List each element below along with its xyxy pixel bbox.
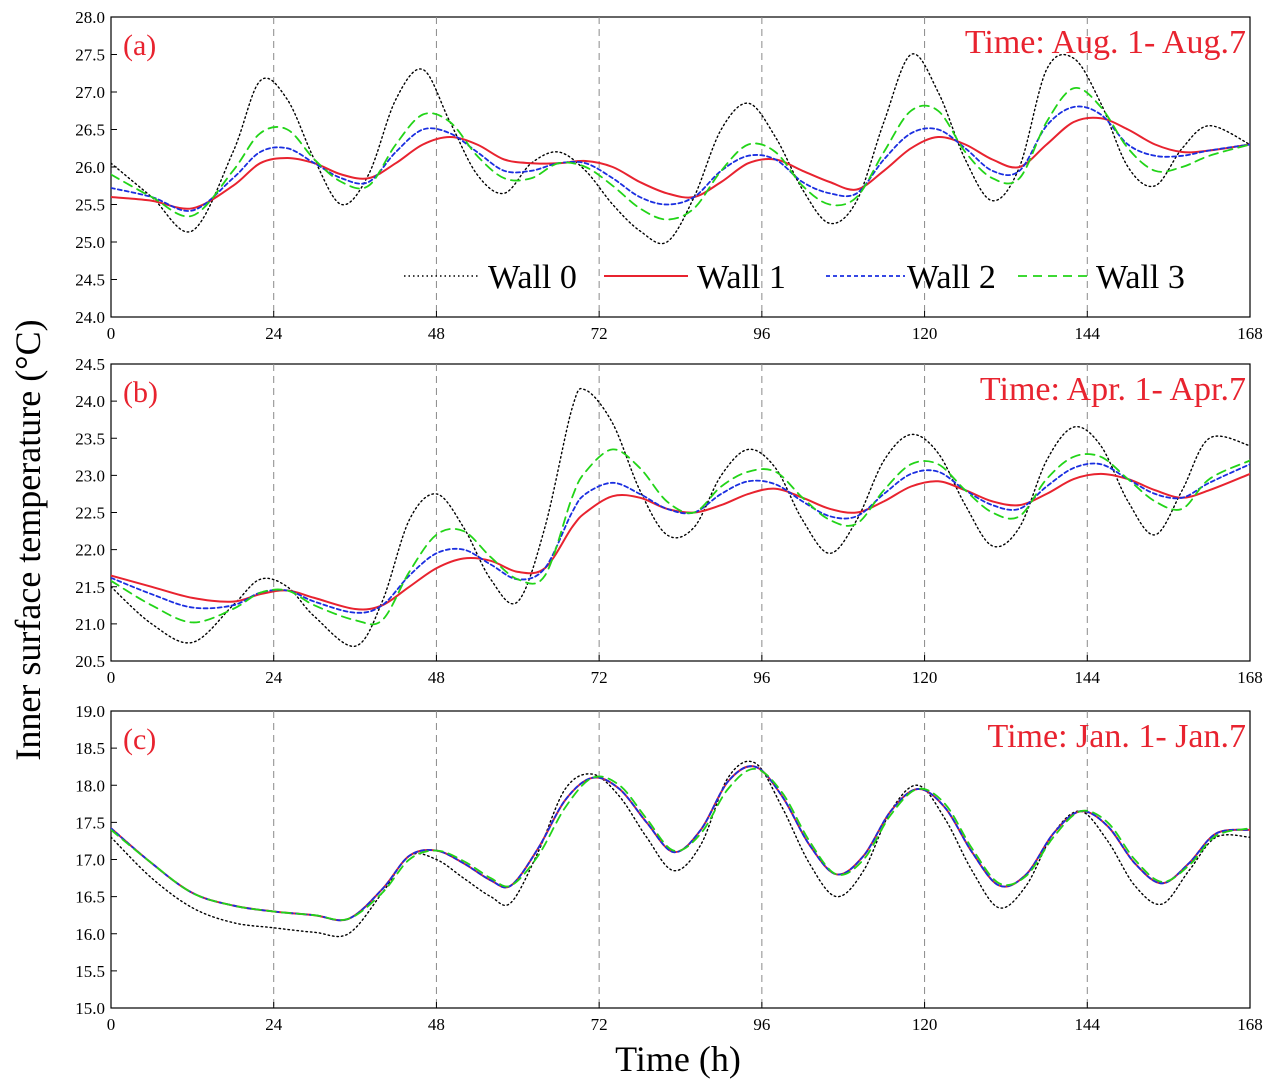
x-tick-label: 96 bbox=[753, 668, 770, 687]
panel-title: Time: Apr. 1- Apr.7 bbox=[980, 371, 1246, 408]
y-tick-label: 24.5 bbox=[75, 355, 105, 374]
panel-tag: (b) bbox=[123, 376, 158, 409]
x-tick-label: 0 bbox=[107, 668, 116, 687]
x-tick-label: 24 bbox=[265, 1015, 283, 1034]
series-line-wall-0 bbox=[111, 760, 1250, 938]
y-tick-label: 20.5 bbox=[75, 652, 105, 671]
y-tick-label: 26.0 bbox=[75, 158, 105, 177]
y-tick-label: 15.5 bbox=[75, 962, 105, 981]
panel-title: Time: Aug. 1- Aug.7 bbox=[965, 24, 1246, 61]
x-tick-label: 48 bbox=[428, 668, 445, 687]
x-tick-label: 144 bbox=[1075, 668, 1101, 687]
y-tick-label: 16.5 bbox=[75, 888, 105, 907]
panel-1: 0 24 48 72 96 120 144 168 24.0 24.5 25.0 25.5 26.0 26… bbox=[75, 8, 1263, 343]
plot-frame bbox=[110, 16, 1251, 318]
y-tick-label: 17.5 bbox=[75, 813, 105, 832]
y-tick-label: 23.5 bbox=[75, 429, 105, 448]
x-tick-label: 0 bbox=[107, 1015, 116, 1034]
y-tick-label: 25.5 bbox=[75, 196, 105, 215]
x-tick-label: 120 bbox=[912, 668, 938, 687]
y-tick-label: 24.5 bbox=[75, 271, 105, 290]
series-line-wall-2 bbox=[111, 105, 1250, 212]
x-tick-label: 96 bbox=[753, 324, 770, 343]
x-tick-label: 72 bbox=[591, 1015, 608, 1034]
y-tick-label: 16.0 bbox=[75, 925, 105, 944]
y-tick-label: 27.5 bbox=[75, 46, 105, 65]
x-tick-label: 168 bbox=[1237, 1015, 1263, 1034]
series-line-wall-3 bbox=[111, 448, 1250, 626]
x-tick-label: 120 bbox=[912, 324, 938, 343]
y-tick-label: 19.0 bbox=[75, 702, 105, 721]
x-tick-label: 48 bbox=[428, 1015, 445, 1034]
x-tick-label: 24 bbox=[265, 668, 283, 687]
panel-2: 0 24 48 72 96 120 144 168 20.5 21.0 21.5 22.0 22.5 23… bbox=[75, 355, 1263, 687]
x-tick-label: 168 bbox=[1237, 324, 1263, 343]
y-tick-label: 27.0 bbox=[75, 83, 105, 102]
y-tick-label: 24.0 bbox=[75, 308, 105, 327]
series-line-wall-0 bbox=[111, 53, 1250, 245]
plot-frame bbox=[110, 710, 1251, 1009]
x-tick-label: 0 bbox=[107, 324, 116, 343]
legend-label: Wall 3 bbox=[1096, 259, 1185, 296]
y-tick-label: 22.5 bbox=[75, 504, 105, 523]
x-tick-label: 144 bbox=[1075, 1015, 1101, 1034]
legend-label: Wall 0 bbox=[488, 259, 577, 296]
y-tick-label: 22.0 bbox=[75, 541, 105, 560]
y-tick-label: 23.0 bbox=[75, 466, 105, 485]
panel-title: Time: Jan. 1- Jan.7 bbox=[988, 718, 1246, 755]
panel-tag: (c) bbox=[123, 723, 156, 756]
y-tick-label: 21.5 bbox=[75, 578, 105, 597]
x-tick-label: 168 bbox=[1237, 668, 1263, 687]
y-tick-label: 18.0 bbox=[75, 776, 105, 795]
series-line-wall-1 bbox=[111, 116, 1250, 210]
x-tick-label: 96 bbox=[753, 1015, 770, 1034]
x-tick-label: 48 bbox=[428, 324, 445, 343]
y-axis-title: Inner surface temperature (°C) bbox=[8, 319, 48, 760]
panels: 0 24 48 72 96 120 144 168 24.0 24.5 25.0 25.5 26.0 26… bbox=[75, 8, 1263, 1034]
series-line-wall-1 bbox=[111, 765, 1250, 922]
y-tick-label: 26.5 bbox=[75, 121, 105, 140]
x-tick-label: 24 bbox=[265, 324, 283, 343]
series-line-wall-2 bbox=[111, 765, 1250, 922]
legend-label: Wall 1 bbox=[697, 259, 786, 296]
panel-tag: (a) bbox=[123, 29, 156, 62]
x-tick-label: 72 bbox=[591, 668, 608, 687]
y-tick-label: 15.0 bbox=[75, 999, 105, 1018]
x-axis-title: Time (h) bbox=[615, 1039, 741, 1079]
y-tick-label: 21.0 bbox=[75, 615, 105, 634]
y-tick-label: 25.0 bbox=[75, 233, 105, 252]
y-tick-label: 28.0 bbox=[75, 8, 105, 27]
x-tick-label: 144 bbox=[1075, 324, 1101, 343]
y-tick-label: 18.5 bbox=[75, 739, 105, 758]
series-line-wall-0 bbox=[111, 387, 1250, 647]
y-tick-label: 17.0 bbox=[75, 851, 105, 870]
legend: Wall 0 Wall 1 Wall 2 Wall 3 bbox=[404, 259, 1185, 296]
y-tick-label: 24.0 bbox=[75, 392, 105, 411]
series-line-wall-3 bbox=[111, 86, 1250, 221]
x-tick-label: 72 bbox=[591, 324, 608, 343]
series-line-wall-3 bbox=[111, 768, 1250, 921]
legend-label: Wall 2 bbox=[907, 259, 996, 296]
panel-3: 0 24 48 72 96 120 144 168 15.0 15.5 16.0 16.5 17.0 17… bbox=[75, 702, 1263, 1034]
x-tick-label: 120 bbox=[912, 1015, 938, 1034]
